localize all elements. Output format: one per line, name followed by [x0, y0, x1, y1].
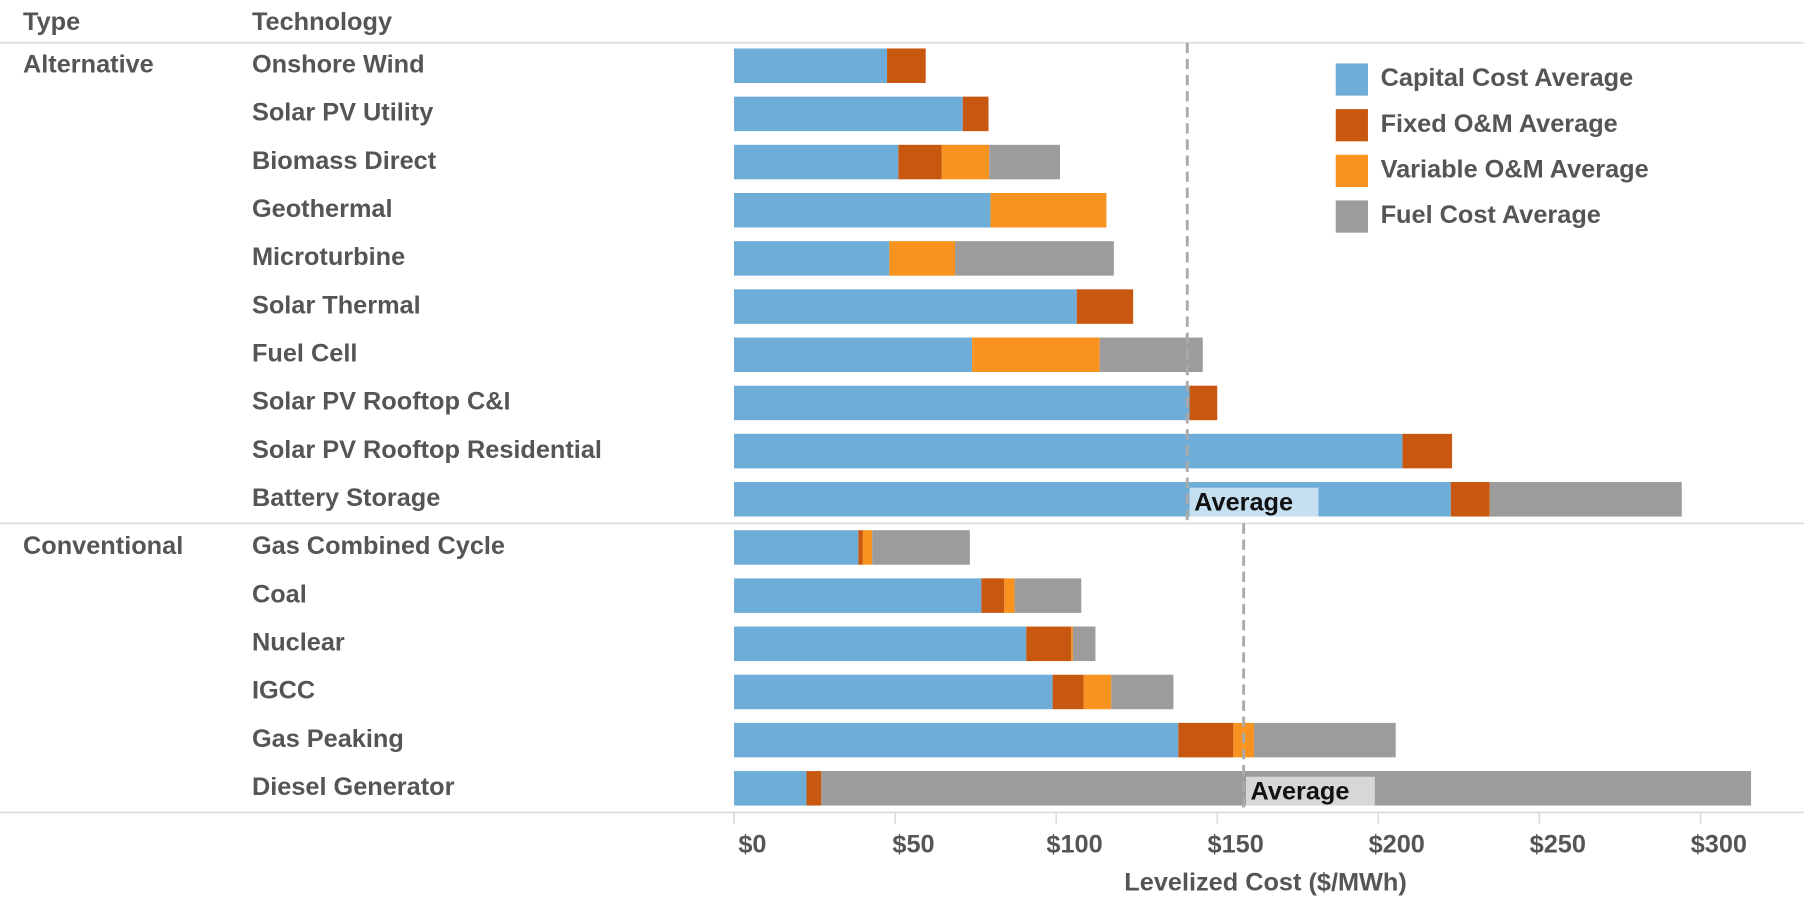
- bar-segment: [1111, 674, 1174, 710]
- category-label: Solar Thermal: [252, 291, 421, 319]
- bar-segment: [1071, 626, 1073, 662]
- bar-segment: [734, 482, 1451, 517]
- bar-segment: [858, 530, 863, 565]
- bar-segment: [734, 578, 982, 613]
- bar-segment: [898, 144, 942, 180]
- bar-segment: [1189, 385, 1218, 421]
- bar-segment: [1489, 482, 1682, 517]
- category-label: Gas Combined Cycle: [252, 532, 505, 560]
- category-label: Solar PV Rooftop Residential: [252, 436, 602, 464]
- category-label: Geothermal: [252, 195, 393, 223]
- legend-label: Capital Cost Average: [1381, 64, 1634, 92]
- bar-segment: [734, 96, 963, 132]
- bar-segment: [734, 771, 807, 806]
- category-label: Solar PV Rooftop C&I: [252, 388, 511, 416]
- legend-swatch: [1335, 154, 1368, 187]
- reference-label: Average: [1251, 778, 1350, 806]
- bar-segment: [734, 385, 1190, 421]
- x-tick-label: $50: [892, 830, 934, 858]
- bar-segment: [1052, 674, 1084, 710]
- bar-segment: [981, 578, 1005, 613]
- bar-segment: [887, 48, 926, 83]
- bar-segment: [1014, 578, 1082, 613]
- category-label: Battery Storage: [252, 484, 440, 512]
- reference-label: Average: [1194, 488, 1293, 516]
- bar-segment: [1099, 337, 1203, 373]
- bar-segment: [1402, 433, 1453, 469]
- bar-segment: [734, 192, 991, 228]
- bar-segment: [806, 771, 822, 806]
- bar-segment: [734, 674, 1053, 710]
- bar-segment: [1083, 674, 1112, 710]
- bar-segment: [734, 144, 899, 180]
- bar-segment: [941, 144, 990, 180]
- legend-label: Fuel Cost Average: [1381, 201, 1601, 229]
- x-tick-label: $300: [1691, 830, 1747, 858]
- bar-segment: [1072, 626, 1096, 662]
- bar-segment: [734, 433, 1403, 469]
- bar-segment: [989, 144, 1061, 180]
- category-label: Gas Peaking: [252, 725, 404, 753]
- technology-header: Technology: [252, 8, 392, 36]
- category-label: Nuclear: [252, 628, 345, 656]
- x-axis-label: Levelized Cost ($/MWh): [1124, 868, 1407, 896]
- bar-segment: [955, 241, 1114, 276]
- bar-segment: [1450, 482, 1490, 517]
- bar-segment: [734, 289, 1077, 324]
- category-label: IGCC: [252, 677, 315, 705]
- category-label: Coal: [252, 580, 307, 608]
- category-label: Diesel Generator: [252, 773, 455, 801]
- bar-segment: [1178, 722, 1234, 758]
- type-label: Conventional: [23, 532, 183, 560]
- type-header: Type: [23, 8, 80, 36]
- type-label: Alternative: [23, 50, 154, 78]
- x-tick-label: $0: [738, 830, 766, 858]
- category-label: Fuel Cell: [252, 339, 357, 367]
- bar-segment: [972, 337, 1100, 373]
- bar-segment: [872, 530, 970, 565]
- reference-label-bg: [1245, 776, 1375, 807]
- legend-swatch: [1335, 63, 1368, 96]
- legend-swatch: [1335, 109, 1368, 142]
- bar-segment: [1004, 578, 1015, 613]
- legend-label: Fixed O&M Average: [1381, 110, 1618, 138]
- bar-segment: [1076, 289, 1134, 324]
- bar-segment: [734, 530, 859, 565]
- legend-swatch: [1335, 200, 1368, 233]
- bar-segment: [734, 48, 888, 83]
- bar-segment: [1253, 722, 1396, 758]
- x-tick-label: $100: [1046, 830, 1102, 858]
- bar-segment: [734, 626, 1027, 662]
- bar-segment: [734, 337, 973, 373]
- x-tick-label: $150: [1208, 830, 1264, 858]
- reference-label-bg: [1189, 487, 1319, 518]
- category-label: Solar PV Utility: [252, 99, 433, 127]
- category-label: Biomass Direct: [252, 147, 437, 175]
- bar-segment: [734, 722, 1179, 758]
- x-tick-label: $250: [1530, 830, 1586, 858]
- category-label: Microturbine: [252, 243, 405, 271]
- legend-label: Variable O&M Average: [1381, 156, 1649, 184]
- bar-segment: [862, 530, 873, 565]
- bar-segment: [734, 241, 890, 276]
- x-tick-label: $200: [1369, 830, 1425, 858]
- bar-segment: [1026, 626, 1072, 662]
- bar-segment: [962, 96, 989, 132]
- category-label: Onshore Wind: [252, 50, 425, 78]
- bar-segment: [990, 192, 1107, 228]
- bar-segment: [889, 241, 956, 276]
